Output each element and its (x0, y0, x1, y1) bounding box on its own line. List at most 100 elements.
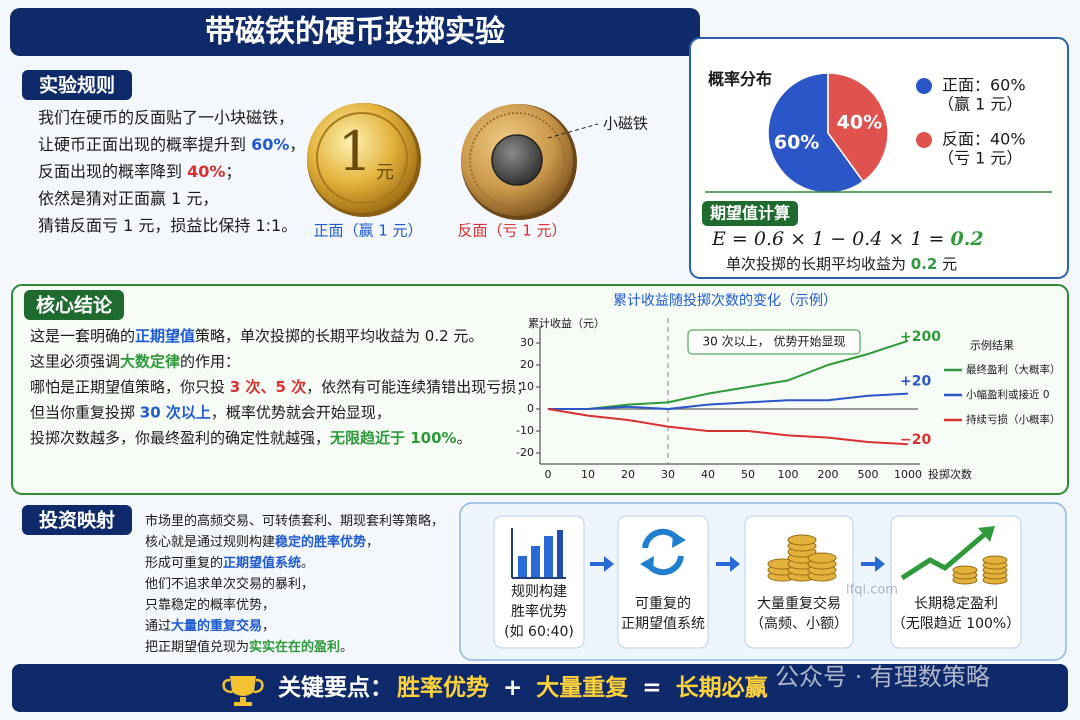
coin-label: 反面（亏 1 元） (457, 222, 566, 240)
text-line: 只靠稳定的概率优势， (145, 597, 275, 613)
x-tick-label: 50 (741, 468, 755, 481)
text-run: 哪怕是正期望值策略，你只投 (30, 378, 230, 396)
watermark: 公众号 · 有理数策略 (775, 663, 990, 691)
text-run: ； (225, 162, 241, 181)
text-run: 市场里的高频交易、可转债套利、期现套利等策略， (145, 513, 444, 529)
takeaway-bar (12, 664, 1068, 712)
text-run: 的作用： (180, 352, 240, 370)
text-run: E = 0.6 × 1 − 0.4 × 1 = (711, 228, 950, 250)
text-run: 我们在硬币的反面贴了一小块磁铁， (38, 108, 294, 127)
highlight: 大量的重复交易 (171, 618, 262, 634)
highlight: 正期望值系统 (223, 555, 301, 571)
step-label: 可重复的 (635, 595, 691, 612)
legend-title: 示例结果 (970, 338, 1014, 352)
section-pill (22, 70, 132, 100)
x-tick-label: 1000 (894, 468, 922, 481)
text-line: 哪怕是正期望值策略，你只投 3 次、5 次，依然有可能连续猜错出现亏损； (30, 378, 531, 396)
coin-label: 正面（赢 1 元） (313, 222, 422, 240)
y-tick-label: 10 (520, 380, 534, 393)
section-heading: 实验规则 (39, 74, 115, 97)
section-heading: 核心结论 (36, 294, 113, 317)
text-run: 只靠稳定的概率优势， (145, 597, 275, 613)
x-tick-label: 500 (858, 468, 879, 481)
series-line (548, 339, 909, 410)
text-line: 这里必须强调大数定律的作用： (30, 352, 240, 370)
legend-label: 小幅盈利或接近 0 (966, 388, 1050, 401)
y-tick-label: 30 (520, 336, 534, 349)
chart-title: 概率分布 (708, 70, 772, 89)
series-line (548, 392, 909, 411)
text-run: ，依然有可能连续猜错出现亏损； (306, 378, 531, 396)
x-tick-label: 200 (818, 468, 839, 481)
slice-label: 40% (837, 111, 882, 133)
takeaway-term: 长期必赢 (676, 674, 768, 701)
section-pill (22, 505, 132, 535)
y-tick-label: 0 (527, 402, 534, 415)
section-heading: 投资映射 (39, 509, 115, 532)
takeaway-label: 关键要点： (278, 674, 393, 701)
takeaway-term: 大量重复 (536, 675, 629, 701)
end-label: +200 (900, 329, 941, 345)
chart-title: 累计收益随投掷次数的变化（示例） (613, 293, 837, 309)
y-tick-label: -10 (516, 424, 534, 437)
step-label: （无限趋近 100%） (892, 616, 1020, 632)
text-run: 单次投掷的长期平均收益为 (726, 255, 911, 273)
section-pill (24, 290, 124, 320)
text-line: 市场里的高频交易、可转债套利、期现套利等策略， (145, 513, 444, 529)
takeaway-term: + (503, 675, 522, 701)
highlight: 0.2 (950, 228, 983, 250)
text-line: 单次投掷的长期平均收益为 0.2 元 (726, 255, 957, 273)
y-tick-label: 20 (520, 358, 534, 371)
flow-icons (493, 515, 1022, 649)
text-run: 让硬币正面出现的概率提升到 (38, 135, 251, 154)
text-run: ，概率优势就会开始显现， (211, 403, 391, 421)
legend-label: 正面：60% (942, 76, 1026, 95)
text-line: 让硬币正面出现的概率提升到 60%， (38, 135, 305, 154)
highlight: 实实在在的盈利 (249, 639, 340, 655)
text-run: 这是一套明确的 (30, 327, 135, 345)
takeaway: 关键要点： 胜率优势 + 大量重复 = 长期必赢 (278, 674, 768, 701)
text-line: 核心就是通过规则构建稳定的胜率优势， (145, 534, 379, 550)
title-bar (10, 8, 700, 56)
highlight: 无限趋近于 100% (329, 429, 457, 447)
step-label: (如 60:40) (504, 624, 574, 640)
x-tick-label: 30 (661, 468, 675, 481)
x-tick-label: 10 (581, 468, 595, 481)
text-run: 投掷次数越多，你最终盈利的确定性就越强， (30, 429, 330, 447)
highlight: 60% (251, 135, 289, 154)
y-axis-label: 累计收益（元） (528, 316, 605, 330)
text-run: 策略，单次投掷的长期平均收益为 0.2 元。 (195, 327, 483, 345)
highlight: 大数定律 (120, 352, 180, 370)
coin-symbol: 1 (338, 120, 372, 183)
text-line: 形成可重复的正期望值系统。 (145, 555, 314, 571)
x-axis-label: 投掷次数 (928, 467, 972, 481)
legend-label: 最终盈利（大概率） (966, 363, 1061, 376)
highlight: 40% (187, 162, 225, 181)
series-line (547, 408, 909, 446)
text-run: 。 (340, 640, 353, 655)
text-run: ， (366, 535, 379, 550)
highlight: 稳定的胜率优势 (275, 534, 366, 550)
text-run: 反面出现的概率降到 (38, 162, 187, 181)
text-line: 他们不追求单次交易的暴利， (145, 576, 314, 592)
text-line: 我们在硬币的反面贴了一小块磁铁， (38, 108, 294, 127)
text-run: ， (262, 619, 275, 634)
pie-slice (827, 72, 889, 183)
x-tick-label: 0 (545, 468, 552, 481)
coin-back (461, 104, 577, 220)
coin-unit: 元 (376, 162, 394, 183)
text-run: 这里必须强调 (30, 352, 120, 370)
step-label: 正期望值系统 (621, 616, 705, 632)
legend-label: 持续亏损（小概率） (966, 413, 1061, 426)
highlight: 0.2 (911, 255, 938, 273)
step-label: （高频、小额） (750, 615, 848, 632)
legend-swatch (916, 78, 932, 94)
text-line: 投掷次数越多，你最终盈利的确定性就越强，无限趋近于 100%。 (30, 429, 472, 447)
x-tick-label: 100 (778, 468, 799, 481)
legend-note: （亏 1 元） (938, 149, 1022, 168)
slice-label: 60% (774, 132, 819, 154)
text-line: 猜错反面亏 1 元，损益比保持 1:1。 (38, 216, 297, 235)
text-line: 把正期望值兑现为实实在在的盈利。 (145, 639, 353, 655)
text-run: 。 (457, 429, 472, 447)
